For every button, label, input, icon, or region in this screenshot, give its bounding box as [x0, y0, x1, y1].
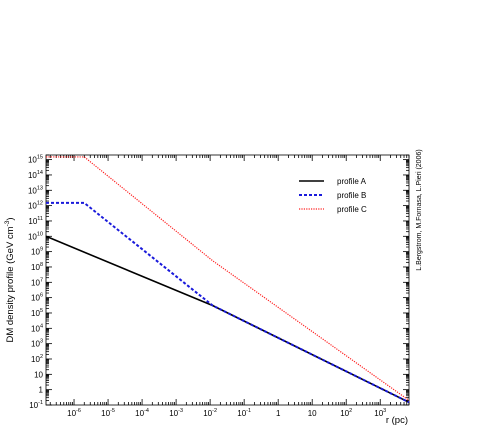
y-tick-label: 1014 — [28, 170, 43, 180]
y-tick-label: 107 — [31, 277, 43, 287]
legend: profile A profile B profile C — [299, 177, 367, 214]
series-layer — [45, 156, 410, 404]
y-tick-label: 1011 — [28, 216, 43, 226]
x-tick-label: 10-2 — [203, 408, 217, 418]
x-tick-label: 1 — [276, 409, 281, 418]
x-axis-label: r (pc) — [386, 415, 408, 426]
credit-label: L.Bergstrom, M.Fornasa, L.Pieri (2006) — [416, 149, 423, 270]
legend-label-profile-b: profile B — [337, 191, 366, 200]
y-tick-label: 10-1 — [29, 400, 43, 410]
x-axis-ticks: 10-6 10-5 10-4 10-3 10-2 10-1 1 10 102 103 — [49, 155, 410, 418]
y-tick-label: 102 — [31, 354, 43, 364]
x-tick-label: 10 — [308, 409, 317, 418]
x-tick-label: 10-6 — [67, 408, 81, 418]
y-tick-label: 1 — [39, 386, 44, 395]
y-tick-label: 109 — [31, 247, 43, 257]
y-tick-label: 10 — [34, 370, 43, 379]
y-tick-label: 106 — [31, 293, 43, 303]
y-axis-ticks: 10-1 1 10 102 103 104 105 106 107 108 109 1010 1011 1… — [28, 154, 409, 410]
y-axis-label: DM density profile (GeV cm-3) — [4, 217, 16, 342]
y-tick-label: 1013 — [28, 185, 43, 195]
y-tick-label: 103 — [31, 339, 43, 349]
y-axis-label-exp: -3 — [4, 220, 11, 226]
y-tick-label: 104 — [31, 323, 43, 333]
y-tick-label: 1012 — [28, 201, 43, 211]
x-tick-label: 10-4 — [135, 408, 149, 418]
x-tick-label: 103 — [374, 408, 386, 418]
legend-label-profile-c: profile C — [337, 205, 367, 214]
y-axis-label-close: ) — [5, 217, 16, 220]
x-tick-label: 10-5 — [101, 408, 115, 418]
y-axis-label-main: DM density profile (GeV cm — [5, 226, 16, 342]
series-line-profile-b — [46, 201, 410, 404]
x-tick-label: 10-3 — [169, 408, 183, 418]
x-tick-label: 102 — [340, 408, 352, 418]
x-tick-label: 10-1 — [237, 408, 251, 418]
legend-label-profile-a: profile A — [337, 177, 367, 186]
series-line-profile-a — [45, 235, 410, 404]
y-tick-label: 1015 — [28, 155, 43, 165]
y-tick-label: 1010 — [28, 231, 43, 241]
plot-frame — [45, 154, 410, 406]
y-tick-label: 105 — [31, 308, 43, 318]
series-line-profile-c — [46, 156, 410, 401]
y-tick-label: 108 — [31, 262, 43, 272]
